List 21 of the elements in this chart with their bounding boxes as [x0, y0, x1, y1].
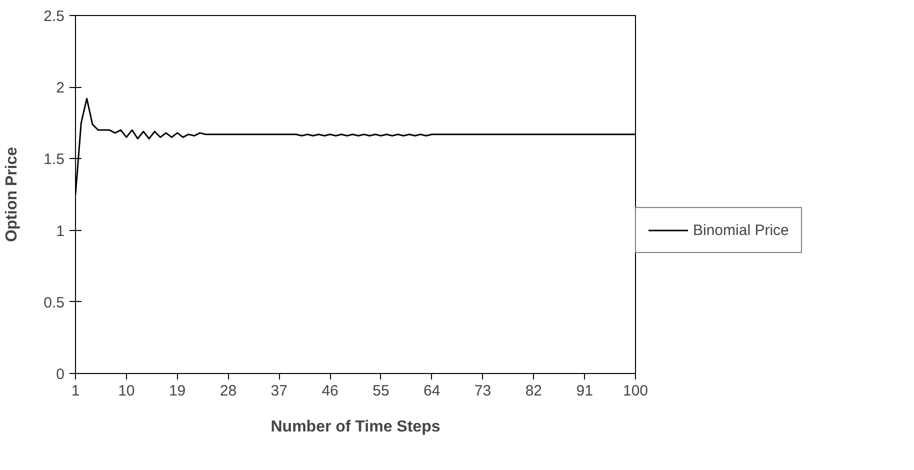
y-tick-label: 0.5: [44, 294, 65, 312]
x-tick-label: 100: [622, 382, 648, 400]
x-tick-label: 73: [474, 382, 492, 400]
legend-label: Binomial Price: [693, 222, 789, 238]
x-tick-label: 82: [525, 382, 542, 400]
y-tick-label: 1: [56, 222, 64, 240]
x-tick-label: 46: [322, 382, 338, 400]
y-tick-label: 2: [56, 80, 64, 97]
x-tick-label: 37: [270, 382, 288, 400]
y-tick-label: 1.5: [44, 151, 65, 168]
x-tick-label: 55: [372, 382, 390, 400]
x-axis-title: Number of Time Steps: [270, 418, 440, 436]
x-tick-label: 91: [576, 382, 593, 400]
x-tick-label: 64: [424, 382, 440, 400]
y-tick-label: 2.5: [44, 8, 65, 25]
x-tick-label: 28: [220, 382, 237, 400]
x-tick-label: 10: [118, 382, 135, 400]
x-tick-label: 19: [168, 382, 186, 400]
x-tick-label: 1: [71, 382, 80, 400]
y-tick-label: 0: [56, 366, 64, 383]
y-axis-title: Option Price: [4, 146, 21, 242]
